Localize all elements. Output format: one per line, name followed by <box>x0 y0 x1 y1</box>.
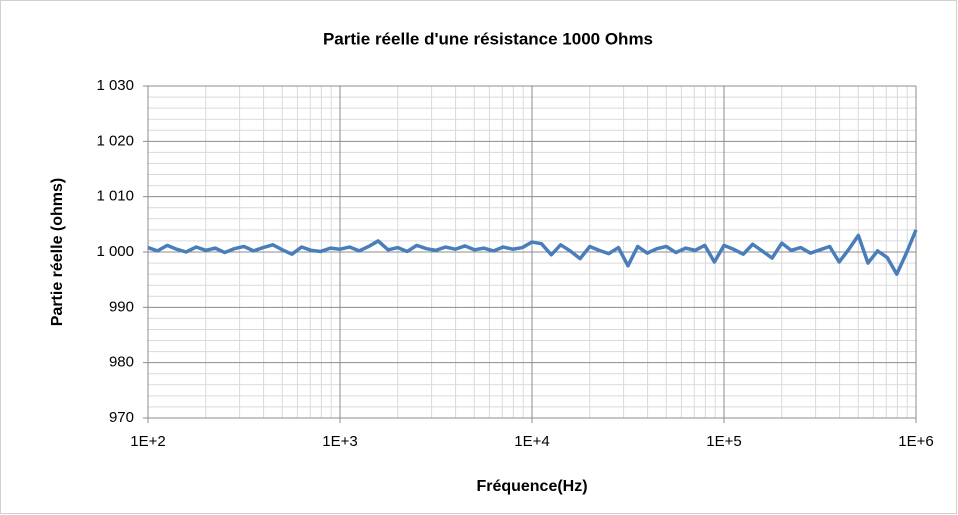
x-tick-label: 1E+3 <box>322 433 357 450</box>
y-axis-title: Partie réelle (ohms) <box>49 178 66 327</box>
y-tick-label: 1 000 <box>96 243 134 260</box>
x-axis-title: Fréquence(Hz) <box>476 478 587 495</box>
data-line <box>147 229 918 276</box>
y-tick-label: 970 <box>109 409 134 426</box>
chart-title: Partie réelle d'une résistance 1000 Ohms <box>323 29 653 48</box>
y-tick-label: 980 <box>109 354 134 371</box>
x-tick-label: 1E+2 <box>130 433 165 450</box>
y-tick-label: 1 030 <box>96 77 134 94</box>
y-tick-label: 1 020 <box>96 132 134 149</box>
x-tick-label: 1E+6 <box>898 433 933 450</box>
y-tick-label: 1 010 <box>96 188 134 205</box>
y-tick-label: 990 <box>109 298 134 315</box>
x-tick-label: 1E+5 <box>706 433 741 450</box>
x-tick-label: 1E+4 <box>514 433 549 450</box>
